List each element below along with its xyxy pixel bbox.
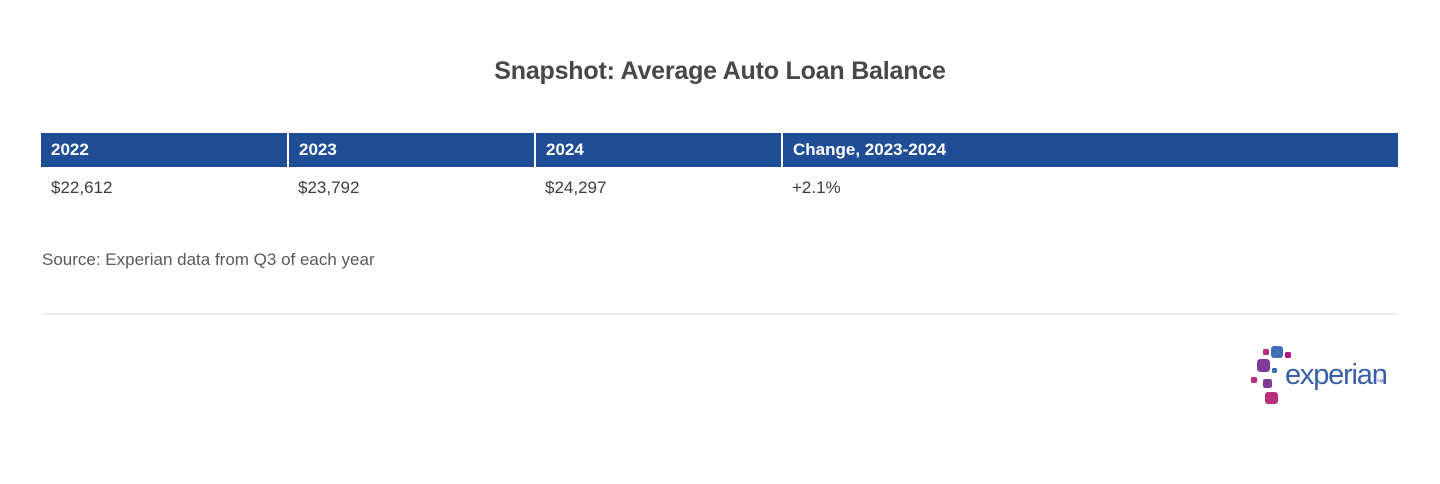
logo-block [1263, 349, 1269, 355]
logo-block [1285, 352, 1291, 358]
col-header-change: Change, 2023-2024 [781, 133, 1398, 167]
table-header-row: 2022 2023 2024 Change, 2023-2024 [41, 133, 1398, 167]
value-2023: $23,792 [288, 167, 535, 208]
experian-wordmark: experian [1285, 359, 1387, 391]
snapshot-figure: Snapshot: Average Auto Loan Balance 2022… [0, 55, 1440, 406]
footer-logo-area: experian ™ [0, 344, 1390, 406]
trademark-symbol: ™ [1376, 378, 1384, 387]
col-header-2024: 2024 [534, 133, 782, 167]
logo-block [1263, 379, 1272, 388]
value-2024: $24,297 [535, 167, 782, 208]
logo-block [1272, 368, 1277, 373]
value-2022: $22,612 [41, 167, 288, 208]
logo-block [1265, 392, 1278, 404]
logo-block [1251, 377, 1257, 383]
value-change: +2.1% [782, 167, 1398, 208]
logo-block [1257, 359, 1270, 372]
logo-block [1271, 346, 1283, 358]
source-note: Source: Experian data from Q3 of each ye… [42, 250, 375, 269]
snapshot-table-container: 2022 2023 2024 Change, 2023-2024 $22,612… [41, 133, 1398, 208]
experian-logo-icon: experian ™ [1251, 346, 1388, 404]
col-header-2023: 2023 [287, 133, 535, 167]
snapshot-table: 2022 2023 2024 Change, 2023-2024 $22,612… [41, 133, 1398, 208]
page-title: Snapshot: Average Auto Loan Balance [494, 57, 946, 85]
table-row: $22,612 $23,792 $24,297 +2.1% [41, 167, 1398, 208]
section-divider [42, 313, 1398, 315]
col-header-2022: 2022 [41, 133, 288, 167]
